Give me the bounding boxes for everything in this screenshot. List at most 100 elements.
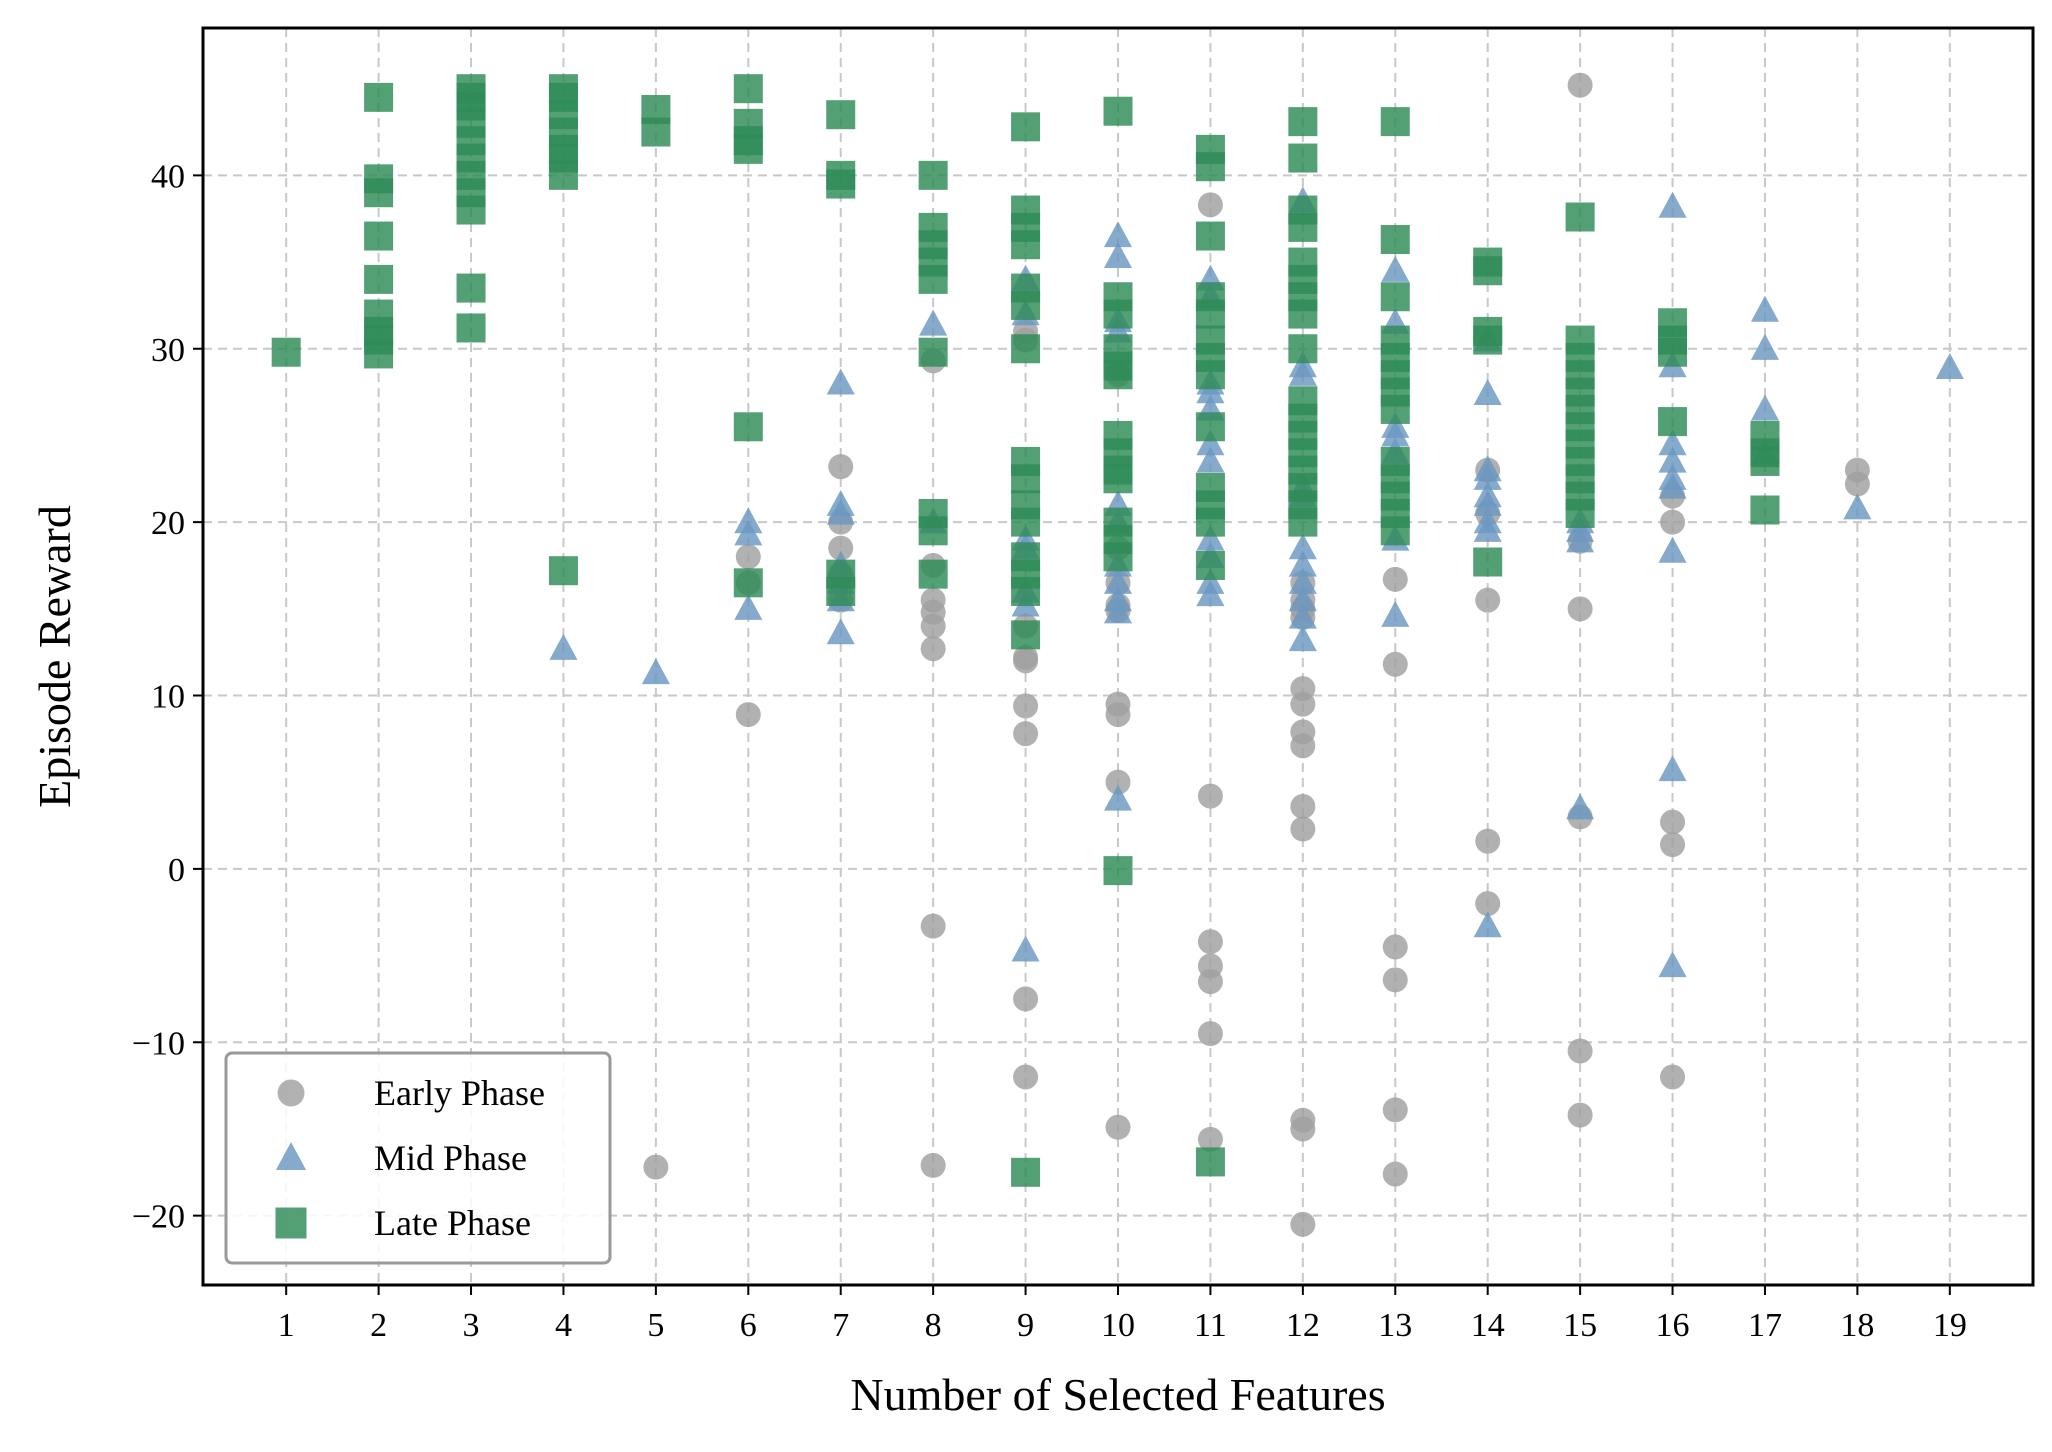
triangle-point bbox=[826, 498, 855, 525]
circle-point bbox=[1660, 509, 1686, 535]
triangle-point bbox=[1473, 489, 1502, 516]
x-tick-label: 4 bbox=[555, 1307, 572, 1344]
triangle-point bbox=[1750, 394, 1780, 421]
circle-point bbox=[1290, 1211, 1316, 1237]
triangle-point bbox=[1288, 359, 1317, 386]
square-point bbox=[1473, 547, 1503, 577]
circle-point bbox=[1105, 769, 1131, 795]
square-point bbox=[1195, 360, 1225, 390]
triangle-point bbox=[1658, 951, 1687, 978]
square-point bbox=[548, 160, 578, 190]
square-point bbox=[1750, 446, 1780, 476]
y-tick-label: −20 bbox=[132, 1199, 185, 1236]
triangle-point bbox=[1288, 533, 1317, 560]
square-point bbox=[733, 412, 763, 442]
circle-point bbox=[1567, 72, 1593, 98]
triangle-point bbox=[1473, 515, 1502, 542]
legend-triangle-marker bbox=[275, 1142, 307, 1170]
triangle-point bbox=[1196, 580, 1225, 607]
triangle-point bbox=[734, 519, 763, 546]
circle-point bbox=[920, 1152, 946, 1178]
triangle-point bbox=[1196, 377, 1225, 404]
triangle-point bbox=[1843, 493, 1872, 520]
triangle-point bbox=[1196, 446, 1225, 473]
triangle-point bbox=[1288, 567, 1317, 594]
circle-point bbox=[1475, 828, 1501, 854]
square-point bbox=[1195, 152, 1225, 182]
x-tick-label: 16 bbox=[1656, 1307, 1690, 1344]
x-tick-label: 14 bbox=[1471, 1307, 1505, 1344]
x-tick-label: 6 bbox=[740, 1307, 757, 1344]
x-tick-label: 2 bbox=[370, 1307, 387, 1344]
square-point bbox=[1103, 464, 1133, 494]
triangle-point bbox=[1381, 255, 1410, 282]
triangle-point bbox=[1288, 602, 1317, 629]
square-point bbox=[1380, 225, 1410, 255]
square-point bbox=[1473, 325, 1503, 355]
square-point bbox=[1011, 334, 1041, 364]
square-point bbox=[1195, 1147, 1225, 1177]
triangle-point bbox=[1750, 333, 1780, 360]
triangle-point bbox=[734, 594, 763, 620]
square-point bbox=[1195, 412, 1225, 442]
square-point bbox=[1011, 290, 1041, 320]
square-point bbox=[1565, 202, 1595, 232]
circle-point bbox=[1382, 934, 1408, 960]
x-tick-label: 9 bbox=[1017, 1307, 1034, 1344]
circle-point bbox=[1197, 929, 1223, 955]
circle-point bbox=[1013, 1064, 1039, 1090]
circle-point bbox=[1197, 969, 1223, 995]
triangle-point bbox=[1103, 242, 1133, 268]
triangle-point bbox=[1103, 784, 1133, 811]
circle-point bbox=[1475, 587, 1501, 613]
legend-square-marker bbox=[275, 1207, 307, 1239]
circle-point bbox=[1197, 192, 1223, 218]
triangle-point bbox=[1011, 935, 1040, 962]
square-point bbox=[733, 568, 763, 598]
x-tick-label: 13 bbox=[1378, 1307, 1412, 1344]
x-tick-label: 19 bbox=[1933, 1307, 1967, 1344]
circle-point bbox=[735, 544, 761, 570]
circle-point bbox=[1844, 471, 1870, 497]
triangle-point bbox=[826, 618, 855, 645]
circle-point bbox=[1290, 691, 1316, 717]
circle-point bbox=[920, 636, 946, 662]
triangle-point bbox=[1196, 524, 1225, 551]
triangle-point bbox=[1658, 472, 1687, 499]
circle-point bbox=[920, 913, 946, 939]
circle-point bbox=[1290, 793, 1316, 819]
triangle-point bbox=[1935, 353, 1964, 379]
circle-point bbox=[1660, 1064, 1686, 1090]
circle-point bbox=[1197, 1126, 1223, 1152]
legend-label: Late Phase bbox=[374, 1203, 531, 1243]
triangle-point bbox=[1473, 911, 1502, 938]
y-tick-label: −10 bbox=[132, 1025, 185, 1062]
axis-ticks: 1 2 3 4 5 6 7 8 9 10 11 12 13 14 15 16 17 18 19−20−1001020… bbox=[132, 158, 1967, 1344]
triangle-point bbox=[1103, 567, 1133, 594]
square-point bbox=[1380, 516, 1410, 546]
circle-point bbox=[1567, 1038, 1593, 1064]
square-point bbox=[1103, 96, 1133, 126]
legend-circle-marker bbox=[277, 1079, 305, 1107]
y-tick-label: 40 bbox=[151, 158, 185, 195]
square-point bbox=[1288, 143, 1318, 173]
square-point bbox=[1011, 1157, 1041, 1187]
square-point bbox=[1658, 337, 1688, 367]
x-tick-label: 7 bbox=[832, 1307, 849, 1344]
triangle-point bbox=[1658, 755, 1687, 782]
triangle-point bbox=[1381, 600, 1410, 627]
circle-point bbox=[1475, 891, 1501, 917]
circle-point bbox=[1197, 1021, 1223, 1047]
square-point bbox=[1011, 576, 1041, 606]
circle-point bbox=[1382, 1097, 1408, 1123]
x-tick-label: 8 bbox=[925, 1307, 942, 1344]
square-point bbox=[1288, 299, 1318, 329]
square-point bbox=[456, 273, 486, 303]
square-point bbox=[826, 576, 856, 606]
circle-point bbox=[1105, 702, 1131, 728]
square-point bbox=[1103, 856, 1133, 886]
square-point bbox=[826, 169, 856, 199]
circle-point bbox=[1013, 648, 1039, 674]
triangle-point bbox=[1196, 429, 1225, 456]
circle-point bbox=[1382, 651, 1408, 677]
